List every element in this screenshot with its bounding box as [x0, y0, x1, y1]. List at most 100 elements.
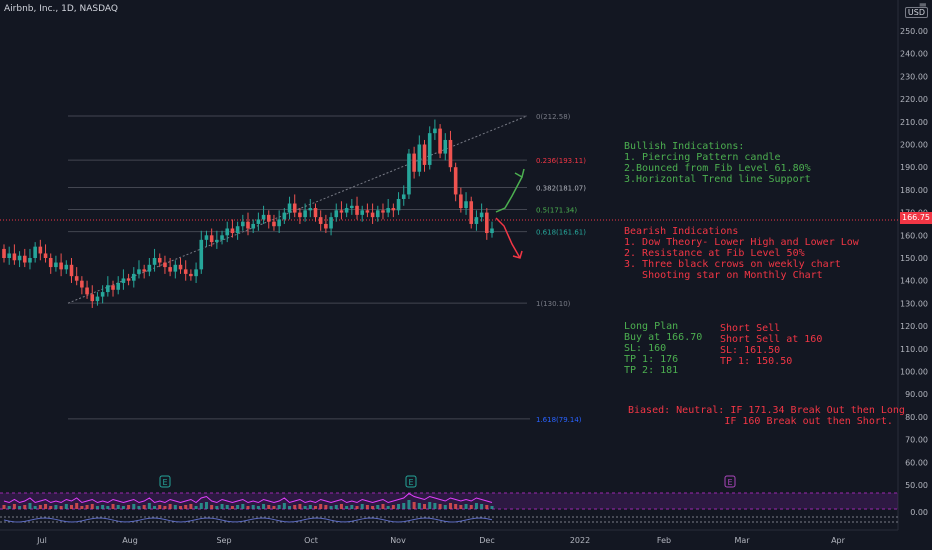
- volume-bar: [365, 505, 369, 509]
- candle-body: [417, 144, 422, 172]
- candle-body: [28, 258, 32, 263]
- candle: [38, 239, 43, 261]
- candle: [365, 203, 370, 218]
- earnings-marker-label: E: [727, 478, 732, 487]
- volume-bar: [438, 504, 442, 509]
- candle: [220, 230, 224, 245]
- x-tick-label: Aug: [122, 536, 138, 545]
- volume-bar: [80, 506, 84, 509]
- candle: [453, 162, 458, 202]
- candle: [80, 276, 84, 295]
- candle-body: [189, 273, 193, 277]
- candle: [443, 133, 448, 161]
- candle: [479, 203, 484, 222]
- earnings-marker-label: E: [408, 478, 413, 487]
- fib-level-label: 0.618(161.61): [536, 229, 586, 237]
- candle: [22, 248, 27, 268]
- candle-body: [199, 239, 204, 270]
- volume-bar: [288, 506, 292, 509]
- volume-bar: [75, 503, 79, 509]
- volume-bar: [23, 505, 27, 509]
- volume-bar: [137, 506, 141, 509]
- volume-bar: [38, 505, 42, 509]
- menu-icon[interactable]: ≡: [918, 1, 928, 12]
- volume-bar: [454, 504, 458, 509]
- candle: [137, 260, 141, 279]
- candle-body: [43, 253, 48, 258]
- volume-bar: [147, 503, 151, 509]
- candle-body: [266, 214, 271, 222]
- candle: [386, 198, 390, 218]
- volume-bar: [490, 506, 494, 509]
- currency-badge[interactable]: USD: [904, 7, 928, 18]
- x-tick-label: Feb: [657, 536, 671, 545]
- volume-bar: [215, 506, 219, 509]
- volume-bar: [251, 505, 255, 509]
- candle: [417, 135, 422, 177]
- indicator-line: [3, 492, 493, 504]
- short-sell-note: Short Sell Short Sell at 160 SL: 161.50 …: [720, 323, 823, 367]
- candle-body: [464, 201, 468, 209]
- candle: [48, 253, 53, 274]
- candle-body: [329, 217, 333, 229]
- x-tick-label: Oct: [304, 536, 318, 545]
- candle: [43, 244, 48, 263]
- y-tick-label: 140.00: [900, 277, 928, 286]
- candle: [427, 126, 432, 170]
- volume-bar: [334, 505, 338, 509]
- candle-body: [230, 228, 235, 234]
- candle-body: [246, 221, 250, 229]
- candle-body: [427, 133, 432, 165]
- candle: [401, 185, 406, 206]
- candle: [95, 292, 100, 306]
- volume-bar: [153, 506, 157, 509]
- volume-bar: [339, 504, 343, 509]
- candle: [189, 269, 193, 281]
- y-tick-label: 110.00: [900, 345, 928, 354]
- candle-body: [287, 203, 292, 213]
- candle: [12, 244, 17, 265]
- candle: [157, 253, 162, 268]
- volume-bar: [448, 503, 452, 509]
- volume-bar: [106, 506, 110, 509]
- candle: [339, 201, 344, 220]
- candle: [7, 246, 11, 265]
- candle: [251, 219, 255, 234]
- volume-bar: [443, 505, 447, 509]
- volume-bar: [428, 502, 432, 509]
- volume-bar: [163, 506, 167, 509]
- x-tick-label: Nov: [390, 536, 406, 545]
- volume-bar: [407, 500, 411, 509]
- candle-body: [479, 212, 484, 218]
- candle-body: [215, 239, 219, 243]
- volume-bar: [319, 504, 323, 509]
- candle: [142, 264, 146, 279]
- candle: [85, 280, 89, 299]
- volume-bar: [480, 504, 484, 509]
- candle-body: [308, 208, 313, 211]
- y-tick-label: 50.00: [905, 481, 928, 490]
- candle-body: [85, 287, 89, 295]
- volume-bar: [230, 506, 234, 509]
- volume-bar: [69, 505, 73, 509]
- candle-body: [370, 212, 375, 218]
- volume-bar: [44, 504, 48, 509]
- volume-bar: [85, 505, 89, 509]
- candle: [173, 260, 178, 279]
- candle-body: [194, 269, 198, 277]
- candle-body: [313, 208, 318, 218]
- volume-bar: [417, 503, 421, 509]
- candle: [116, 276, 121, 295]
- candle: [292, 194, 297, 218]
- y-tick-label: 120.00: [900, 322, 928, 331]
- candle-body: [339, 210, 344, 213]
- candle-body: [69, 264, 74, 277]
- y-tick-label: 150.00: [900, 254, 928, 263]
- candle-body: [64, 264, 69, 270]
- candle: [33, 242, 37, 263]
- volume-bar: [329, 506, 333, 509]
- volume-bar: [277, 505, 281, 509]
- bullish-note: Bullish Indications: 1. Piercing Pattern…: [624, 141, 811, 185]
- y-tick-label: 190.00: [900, 163, 928, 172]
